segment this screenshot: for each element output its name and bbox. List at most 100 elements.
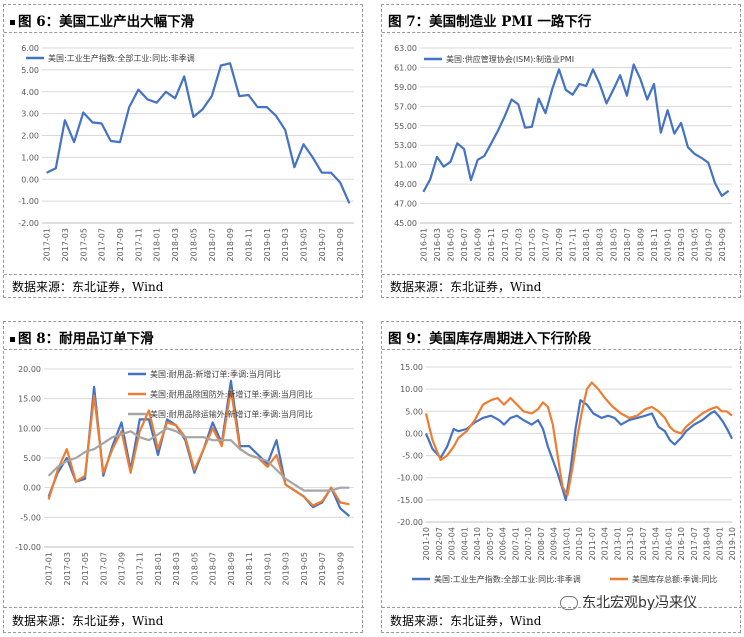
fig6-title: 图 6：美国工业产出大幅下滑 (18, 14, 195, 30)
x-tick-label: 2017-03 (514, 228, 523, 261)
title-divider (382, 349, 742, 350)
x-tick-label: 2018-03 (596, 228, 605, 261)
x-tick-label: 2019-01 (263, 552, 272, 585)
series-line-2 (424, 381, 733, 497)
x-tick-label: 2018-07 (209, 552, 218, 585)
y-tick-label: 5.00 (23, 454, 41, 463)
x-tick-label: 2019-07 (318, 228, 327, 261)
x-tick-label: 2018-03 (171, 228, 180, 261)
x-tick-label: 2016-03 (433, 228, 442, 261)
panel-title: 图 7：美国制造业 PMI 一路下行 (388, 10, 591, 30)
x-tick-label: 2006-04 (499, 527, 508, 560)
x-tick-label: 2018-11 (244, 228, 253, 261)
x-tick-label: 2013-01 (613, 527, 622, 560)
x-tick-label: 2017-03 (61, 228, 70, 261)
bullet-square-icon (10, 337, 15, 342)
x-tick-label: 2011-07 (588, 527, 597, 560)
x-tick-label: 2013-10 (626, 527, 635, 560)
fig9-source: 数据来源：东北证券，Wind (390, 614, 542, 628)
x-tick-label: 2017-09 (116, 228, 125, 261)
x-tick-label: 2018-01 (153, 228, 162, 261)
x-tick-label: 2003-04 (448, 527, 457, 560)
x-tick-label: 2017-09 (555, 228, 564, 261)
chart-durable-goods: -10.00 -5.00 0.00 5.00 10.00 15.00 20.00 2017-0… (15, 365, 354, 585)
watermark-text: 东北宏观by冯来仪 (582, 595, 698, 611)
y-tick-label: 10.00 (400, 385, 423, 394)
series-line-2 (47, 388, 350, 507)
x-tick-label: 2016-05 (447, 228, 456, 261)
y-tick-label: 5.00 (405, 407, 423, 416)
y-tick-label: 2.00 (21, 132, 39, 141)
series-line-1 (424, 399, 733, 501)
x-tick-label: 2018-04 (703, 527, 712, 560)
legend-entry: 美国:工业生产指数:全部工业:同比:非季调 (48, 53, 195, 63)
y-tick-label: -15.00 (397, 496, 423, 505)
y-tick-label: 3.00 (21, 110, 39, 119)
title-divider (382, 32, 742, 33)
title-divider (4, 32, 364, 33)
x-tick-label: 2018-11 (245, 552, 254, 585)
x-tick-label: 2016-09 (474, 228, 483, 261)
y-tick-label: 61.00 (394, 63, 417, 72)
y-tick-label: -5.00 (402, 452, 423, 461)
y-tick-label: 10.00 (18, 424, 41, 433)
y-tick-label: 53.00 (394, 141, 417, 150)
x-tick-label: 2019-03 (281, 228, 290, 261)
panel-fig7: 图 7：美国制造业 PMI 一路下行 数据来源：东北证券，Wind (381, 4, 742, 298)
x-tick-label: 2009-04 (550, 527, 559, 560)
legend-entry: 美国库存总额:季调:同比 (632, 574, 717, 584)
x-tick-label: 2016-10 (677, 527, 686, 560)
x-tick-label: 2018-09 (227, 552, 236, 585)
y-tick-label: -1.00 (18, 197, 39, 206)
x-tick-label: 2019-09 (718, 228, 727, 261)
x-tick-label: 2018-05 (190, 552, 199, 585)
x-tick-label: 2018-09 (636, 228, 645, 261)
chart-ism-pmi: 45.00 47.00 49.00 51.00 53.00 55.00 57.00 59.00… (394, 44, 732, 261)
x-tick-label: 2017-07 (541, 228, 550, 261)
y-tick-label: 55.00 (394, 122, 417, 131)
panel-fig8: 图 8：耐用品订单下滑 数据来源：东北证券，Wind (3, 321, 364, 633)
x-tick-label: 2018-09 (226, 228, 235, 261)
x-tick-label: 2017-07 (690, 527, 699, 560)
x-tick-label: 2016-11 (487, 228, 496, 261)
x-tick-label: 2012-04 (601, 527, 610, 560)
series-line-1 (46, 62, 351, 204)
x-tick-label: 2008-07 (537, 527, 546, 560)
y-tick-label: -20.00 (397, 518, 423, 527)
y-tick-label: -10.00 (15, 543, 41, 552)
x-tick-label: 2014-07 (639, 527, 648, 560)
legend-entry: 美国:供应管理协会(ISM):制造业PMI (446, 54, 574, 64)
y-tick-label: 15.00 (18, 395, 41, 404)
x-tick-label: 2016-01 (664, 527, 673, 560)
legend-entry: 美国:耐用品除国防外:新增订单:季调:当月同比 (150, 389, 313, 399)
x-tick-label: 2019-05 (300, 552, 309, 585)
y-tick-label: 57.00 (394, 102, 417, 111)
x-tick-label: 2018-07 (208, 228, 217, 261)
x-tick-label: 2002-07 (435, 527, 444, 560)
x-tick-label: 2001-10 (422, 527, 431, 560)
x-tick-label: 2019-01 (263, 228, 272, 261)
y-tick-label: -10.00 (397, 474, 423, 483)
x-tick-label: 2007-10 (524, 527, 533, 560)
x-tick-label: 2010-01 (562, 527, 571, 560)
x-tick-label: 2017-01 (45, 552, 54, 585)
source-divider (4, 274, 364, 275)
fig8-source: 数据来源：东北证券，Wind (12, 614, 164, 628)
y-tick-label: 6.00 (21, 44, 39, 53)
y-tick-label: 45.00 (394, 219, 417, 228)
x-tick-label: 2019-01 (664, 228, 673, 261)
y-tick-label: 1.00 (21, 153, 39, 162)
y-tick-label: 4.00 (21, 88, 39, 97)
series-line-3 (47, 427, 350, 492)
x-tick-label: 2019-05 (300, 228, 309, 261)
y-tick-label: 59.00 (394, 83, 417, 92)
panel-title: 图 8：耐用品订单下滑 (10, 327, 154, 347)
y-tick-label: 0.00 (23, 484, 41, 493)
x-tick-label: 2017-09 (118, 552, 127, 585)
fig7-source: 数据来源：东北证券，Wind (390, 280, 542, 294)
legend-entry: 美国:工业生产指数:全部工业:同比:非季调 (434, 574, 581, 584)
x-tick-label: 2017-11 (569, 228, 578, 261)
x-tick-label: 2019-01 (715, 527, 724, 560)
x-tick-label: 2017-07 (98, 228, 107, 261)
x-tick-label: 2019-07 (318, 552, 327, 585)
